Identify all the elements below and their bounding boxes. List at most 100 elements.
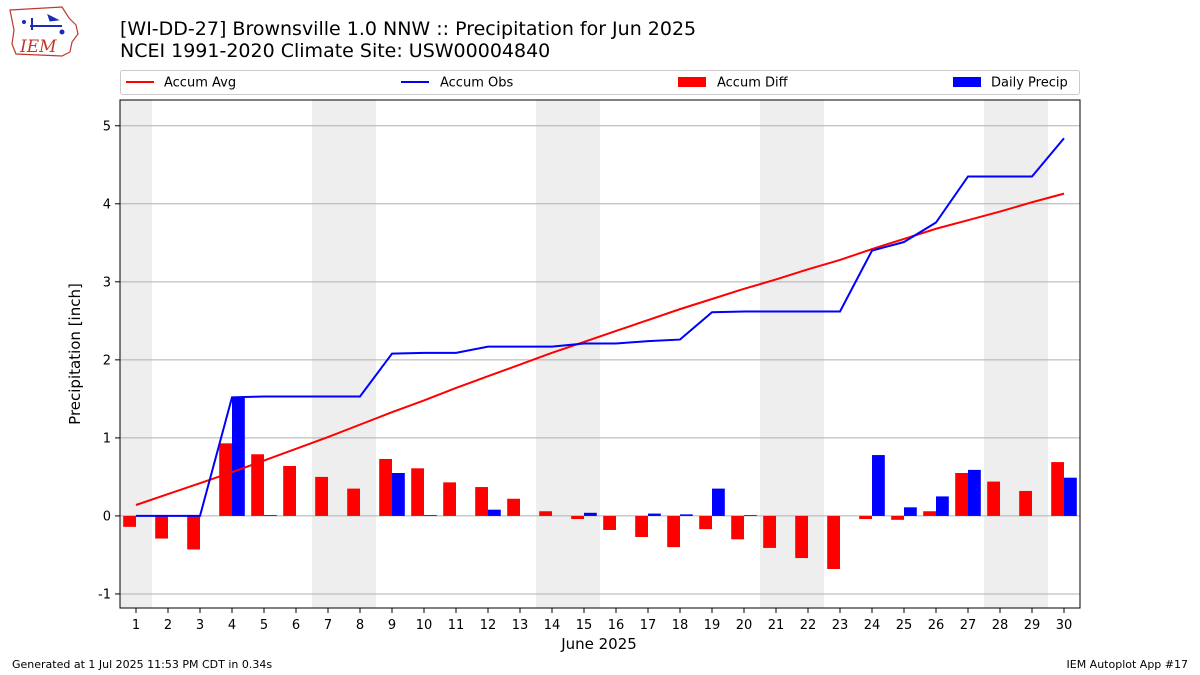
- accum-diff-bar: [923, 511, 936, 516]
- daily-precip-bar: [744, 515, 757, 516]
- x-tick-label: 7: [324, 618, 332, 633]
- chart-subtitle: NCEI 1991-2020 Climate Site: USW00004840: [120, 40, 550, 62]
- accum-diff-bar: [731, 515, 744, 540]
- x-tick-label: 23: [832, 618, 849, 633]
- y-tick-label: 5: [103, 119, 111, 134]
- legend-daily-precip-swatch: [953, 77, 981, 87]
- accum-avg-line: [135, 192, 1065, 506]
- x-axis-label: June 2025: [560, 635, 637, 653]
- accum-diff-bar: [635, 515, 648, 537]
- x-tick-label: 21: [768, 618, 785, 633]
- legend: Accum Avg Accum Obs Accum Diff Daily Pre…: [120, 70, 1080, 95]
- accum-diff-bar: [763, 515, 776, 548]
- accum-diff-bar: [283, 465, 296, 516]
- accum-diff-bar: [795, 515, 808, 559]
- accum-diff-bar: [987, 481, 1000, 516]
- iem-logo: IEM: [9, 6, 79, 57]
- x-tick-label: 4: [228, 618, 236, 633]
- x-tick-label: 5: [260, 618, 268, 633]
- x-tick-label: 3: [196, 618, 204, 633]
- accum-diff-bar: [699, 515, 712, 530]
- x-tick-label: 24: [864, 618, 881, 633]
- accum-diff-bar: [251, 454, 264, 516]
- x-tick-label: 27: [960, 618, 977, 633]
- daily-precip-bar: [936, 496, 949, 516]
- accum-diff-bar: [411, 468, 424, 516]
- daily-precip-bar: [712, 488, 725, 516]
- x-tick-label: 22: [800, 618, 817, 633]
- y-tick-label: 0: [103, 509, 111, 524]
- app-credit: IEM Autoplot App #17: [1066, 658, 1189, 671]
- weekend-shade: [984, 100, 1016, 608]
- x-tick-label: 11: [448, 618, 465, 633]
- y-tick-label: 2: [103, 353, 111, 368]
- accum-diff-bar: [891, 515, 904, 520]
- x-tick-label: 18: [672, 618, 689, 633]
- y-axis-ticks: -1 0 1 2 3 4 5: [98, 119, 120, 602]
- generated-timestamp: Generated at 1 Jul 2025 11:53 PM CDT in …: [12, 658, 273, 671]
- accum-diff-bar: [347, 488, 360, 516]
- legend-daily-precip-label: Daily Precip: [991, 76, 1068, 91]
- weekend-shading: [120, 100, 1048, 608]
- legend-box: [120, 70, 1080, 95]
- x-tick-label: 14: [544, 618, 561, 633]
- x-tick-label: 29: [1024, 618, 1041, 633]
- x-tick-label: 17: [640, 618, 657, 633]
- weekend-shade: [312, 100, 344, 608]
- weekend-shade: [1016, 100, 1048, 608]
- weather-icon: [22, 14, 65, 35]
- y-axis-label: Precipitation [inch]: [66, 283, 84, 425]
- x-tick-label: 1: [132, 618, 140, 633]
- legend-accum-diff-swatch: [678, 77, 706, 87]
- x-tick-label: 10: [416, 618, 433, 633]
- accum-diff-bar: [859, 515, 872, 520]
- accum-diff-bar: [1019, 490, 1032, 516]
- accum-obs-line: [136, 137, 1065, 517]
- accum-diff-bar: [187, 515, 200, 550]
- accum-diff-bar: [539, 511, 552, 516]
- chart-title: [WI-DD-27] Brownsville 1.0 NNW :: Precip…: [120, 18, 696, 40]
- x-tick-label: 9: [388, 618, 396, 633]
- daily-precip-bar: [968, 469, 981, 516]
- y-tick-label: 4: [103, 197, 111, 212]
- accum-diff-bar: [1051, 462, 1064, 516]
- daily-precip-bar: [680, 514, 693, 516]
- accum-diff-bar: [507, 498, 520, 516]
- daily-precip-bar: [872, 455, 885, 516]
- x-tick-label: 15: [576, 618, 593, 633]
- weekend-shade: [120, 100, 152, 608]
- x-tick-label: 8: [356, 618, 364, 633]
- daily-precip-bar: [424, 515, 437, 516]
- x-tick-label: 13: [512, 618, 529, 633]
- accum-diff-bar: [123, 515, 136, 527]
- accum-diff-bar: [955, 473, 968, 516]
- x-tick-label: 20: [736, 618, 753, 633]
- accum-diff-bar: [827, 515, 840, 569]
- daily-precip-bar: [648, 513, 661, 516]
- bars: [123, 397, 1077, 569]
- x-tick-label: 26: [928, 618, 945, 633]
- legend-accum-obs-label: Accum Obs: [440, 76, 513, 91]
- daily-precip-bar: [904, 507, 917, 516]
- accum-diff-bar: [603, 515, 616, 530]
- accum-diff-bar: [475, 487, 488, 516]
- daily-precip-bar: [488, 509, 501, 516]
- accum-diff-bar: [667, 515, 680, 548]
- x-tick-label: 30: [1056, 618, 1073, 633]
- x-tick-label: 19: [704, 618, 721, 633]
- state-outline-shape: [9, 6, 79, 57]
- accum-diff-bar: [155, 515, 168, 539]
- daily-precip-bar: [264, 515, 277, 516]
- x-tick-label: 2: [164, 618, 172, 633]
- accum-diff-bar: [379, 458, 392, 516]
- weekend-shade: [568, 100, 600, 608]
- legend-accum-diff-label: Accum Diff: [717, 76, 789, 91]
- daily-precip-bar: [584, 512, 597, 516]
- grid-lines: [120, 125, 1080, 595]
- x-axis-ticks: 1 2 3 4 5 6 7 8 9 10 11 12 13 14 15 16 17 18 19 20 21 22 23 24 2…: [132, 608, 1072, 633]
- y-tick-label: 1: [103, 431, 111, 446]
- daily-precip-bar: [392, 473, 405, 516]
- weekend-shade: [536, 100, 568, 608]
- daily-precip-bar: [232, 397, 245, 516]
